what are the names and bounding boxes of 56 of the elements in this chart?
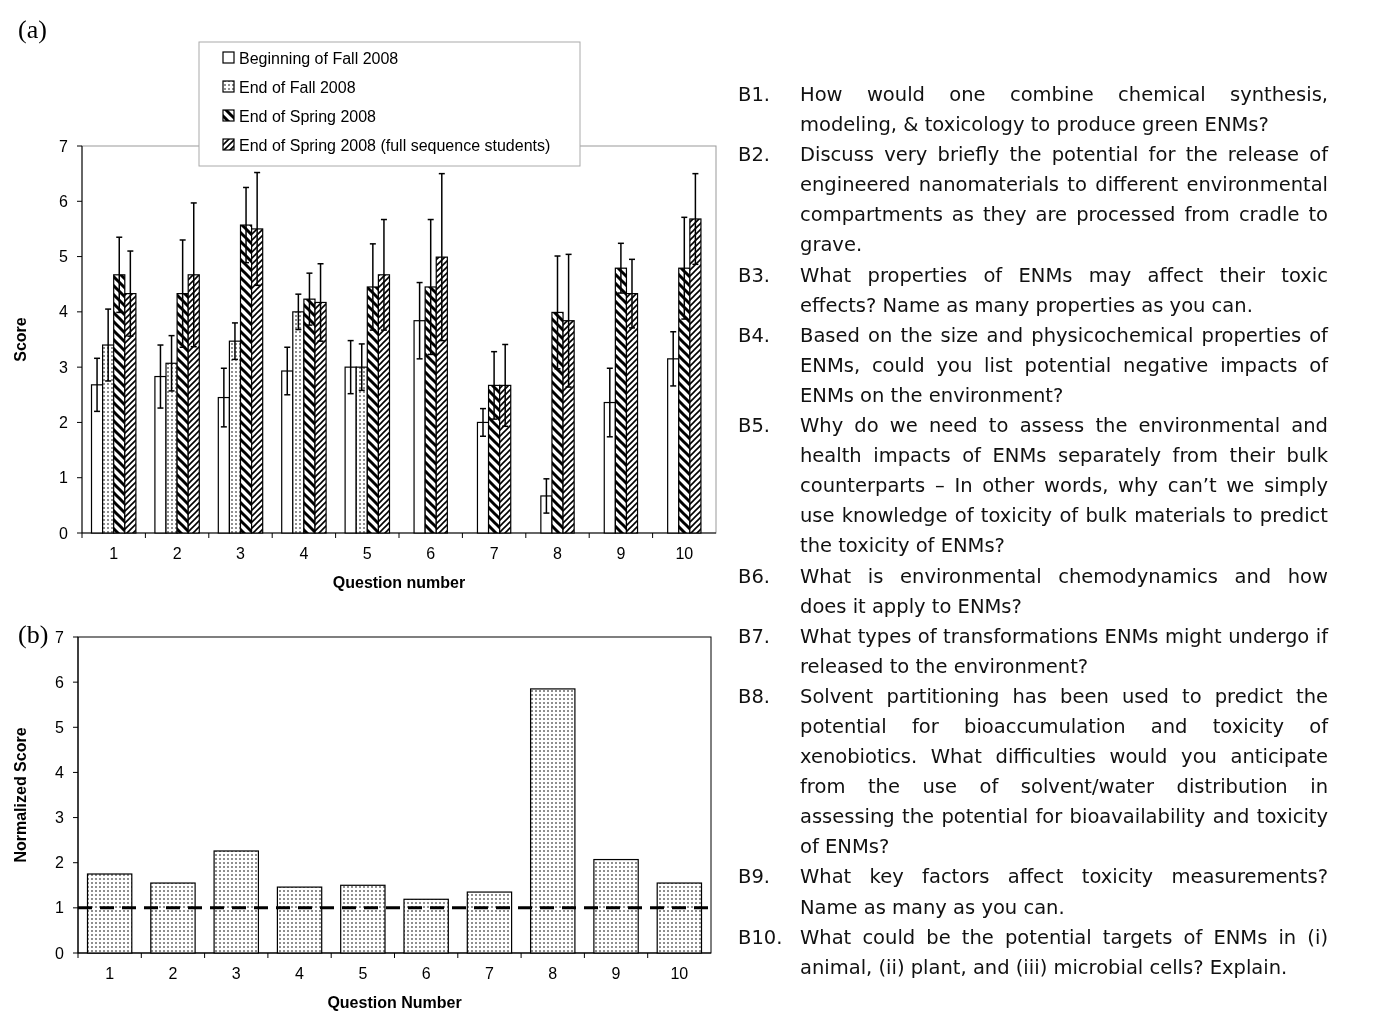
text: B3. What properties of ENMs may affect their toxic effects? Name as many properties as you can. — [738, 263, 1328, 317]
legend-label: End of Fall 2008 — [239, 78, 356, 96]
text: B1. How would one combine chemical synthesis, modeling, & toxicology to produce green ENMs? — [738, 83, 1328, 137]
x-tick-label: 8 — [548, 965, 558, 982]
x-tick-label: 4 — [295, 965, 305, 982]
y-axis-title: Score — [12, 317, 29, 362]
text: B8. Solvent partitioning has been used to predict the potential for bioaccumulation and toxicity of xenobiotics. What difficulties would you anticipate from the use of solvent/water distribution in assessing the potential for bioavailability and toxicity of ENMs? — [738, 684, 1328, 859]
y-tick-label: 1 — [55, 899, 65, 917]
x-tick-label: 10 — [675, 545, 694, 562]
x-tick-label: 2 — [172, 545, 182, 562]
y-tick-label: 2 — [55, 854, 65, 872]
legend-label: End of Spring 2008 — [239, 107, 377, 125]
y-tick-label: 1 — [59, 469, 69, 487]
y-tick-label: 6 — [55, 673, 65, 691]
y-tick-label: 5 — [55, 718, 65, 736]
x-tick-label: 5 — [358, 965, 368, 982]
x-tick-label: 2 — [168, 965, 178, 982]
x-tick-label: 6 — [421, 965, 431, 982]
y-tick-label: 2 — [59, 414, 69, 432]
text: B2. Discuss very briefly the potential for the release of engineered nanomaterials to different environmental compartments as they are processed from cradle to grave. — [738, 143, 1328, 257]
x-tick-label: 9 — [611, 965, 621, 982]
y-tick-label: 6 — [59, 192, 69, 210]
legend-label: End of Spring 2008 (full sequence students) — [239, 136, 551, 154]
y-tick-label: 7 — [55, 628, 65, 646]
y-tick-label: 4 — [55, 764, 65, 782]
text: B5. Why do we need to assess the environmental and health impacts of ENMs separately from their bulk counterparts – In other words, why can’t we simply use knowledge of toxicity of bulk materials to predict the toxicity of ENMs? — [738, 414, 1328, 558]
x-axis-title: Question Number — [327, 994, 462, 1011]
y-axis-title: Normalized Score — [12, 727, 29, 863]
x-tick-label: 3 — [231, 965, 241, 982]
x-axis-title: Question number — [332, 574, 466, 591]
y-tick-label: 0 — [59, 524, 69, 542]
x-tick-label: 7 — [485, 965, 494, 982]
x-tick-label: 6 — [426, 545, 436, 562]
text: B9. What key factors affect toxicity measurements? Name as many as you can. — [738, 865, 1328, 919]
text: (b) — [18, 620, 49, 649]
text: (a) — [18, 15, 47, 44]
y-tick-label: 7 — [59, 137, 69, 155]
text: B6. What is environmental chemodynamics and how does it apply to ENMs? — [738, 564, 1328, 618]
y-tick-label: 4 — [59, 303, 69, 321]
text: B7. What types of transformations ENMs might undergo if released to the environment? — [738, 624, 1328, 678]
legend-label: Beginning of Fall 2008 — [239, 49, 399, 67]
x-tick-label: 1 — [105, 965, 115, 982]
y-tick-label: 3 — [59, 358, 69, 376]
x-tick-label: 8 — [553, 545, 563, 562]
text: B10. What could be the potential targets of ENMs in (i) animal, (ii) plant, and (iii) microbial cells? Explain. — [738, 924, 1328, 981]
x-tick-label: 4 — [299, 545, 309, 562]
x-tick-label: 7 — [489, 545, 499, 562]
x-tick-label: 3 — [236, 545, 246, 562]
x-tick-label: 10 — [670, 965, 689, 982]
x-tick-label: 9 — [616, 545, 626, 562]
y-tick-label: 0 — [55, 944, 65, 962]
x-tick-label: 1 — [109, 545, 119, 562]
y-tick-label: 3 — [55, 809, 65, 827]
text: B4. Based on the size and physicochemical properties of ENMs, could you list potential negative impacts of ENMs on the environment? — [738, 323, 1328, 407]
y-tick-label: 5 — [59, 248, 69, 266]
x-tick-label: 5 — [362, 545, 372, 562]
